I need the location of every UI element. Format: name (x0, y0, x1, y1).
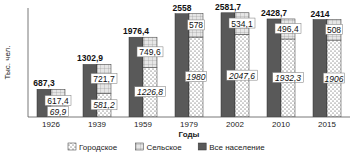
x-tick-label: 1979 (180, 120, 198, 129)
x-tick-label: 1959 (134, 120, 152, 129)
data-label: 721,7 (93, 74, 115, 84)
bar (313, 20, 327, 117)
legend-swatch (68, 143, 76, 150)
data-label: 1980 (187, 72, 206, 82)
label-box (91, 73, 117, 83)
label-box (47, 107, 68, 117)
x-axis (28, 117, 350, 118)
label-box (188, 20, 205, 30)
stacked-bar (189, 14, 203, 37)
x-tick-label: 1939 (88, 120, 106, 129)
label-box (227, 70, 258, 80)
bars (37, 13, 341, 117)
label-box (229, 18, 255, 28)
x-axis-label: Годы (179, 130, 200, 139)
label-box (273, 72, 304, 82)
data-label: 2428,7 (261, 8, 287, 18)
data-label: 2414 (311, 9, 330, 19)
x-tick-label: 1926 (42, 120, 60, 129)
data-label: 508 (327, 25, 341, 35)
legend-label: Все население (209, 143, 265, 152)
data-label: 1302,9 (77, 53, 103, 63)
stacked-bar (327, 20, 341, 41)
label-box (137, 47, 163, 57)
data-label: 749,6 (139, 47, 161, 57)
data-label: 2047,6 (228, 71, 255, 81)
legend-label: Городское (79, 143, 118, 152)
legend-swatch (135, 143, 143, 150)
data-label: 578 (189, 20, 203, 30)
x-tick-label: 2015 (318, 120, 336, 129)
data-label: 1906 (325, 74, 344, 84)
data-label: 1226,8 (137, 87, 163, 97)
bar (175, 14, 189, 117)
data-labels: 687,3 69,9617,4 1302,9 581,2 721,7 1976,4 1226… (33, 2, 344, 117)
label-box (185, 72, 206, 82)
label-box (45, 96, 71, 106)
x-tick-label: 2002 (226, 120, 244, 129)
data-label: 617,4 (47, 96, 69, 106)
data-label: 534,1 (231, 19, 253, 29)
data-label: 2558 (173, 3, 192, 13)
data-label: 496,4 (277, 24, 299, 34)
label-box (135, 87, 166, 97)
legend-label: Сельское (146, 143, 182, 152)
data-label: 69,9 (50, 107, 67, 117)
label-box (326, 24, 343, 34)
label-box (323, 73, 344, 83)
chart: Тыс. чел. 687,3 69,9617,4 1302,9 581,2 721,7 1… (0, 0, 352, 155)
label-box (275, 23, 301, 33)
legend: Городское Сельское Все население (68, 143, 265, 152)
label-box (91, 100, 117, 110)
data-label: 581,2 (93, 100, 115, 110)
data-label: 1932,3 (275, 73, 301, 83)
y-axis (28, 8, 29, 117)
data-label: 2581,7 (215, 2, 241, 12)
legend-swatch (198, 143, 206, 150)
x-tick-label: 2010 (272, 120, 290, 129)
data-label: 1976,4 (123, 26, 149, 36)
data-label: 687,3 (33, 78, 55, 88)
y-axis-label: Тыс. чел. (3, 46, 12, 80)
